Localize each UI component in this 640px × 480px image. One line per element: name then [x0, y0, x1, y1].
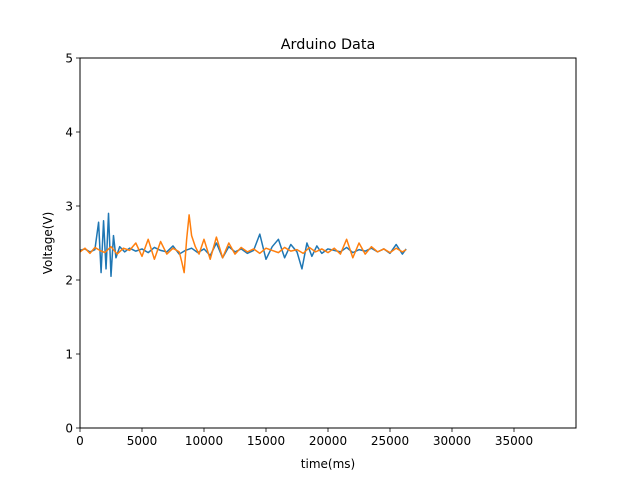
- x-axis-ticks: 0 5000 10000 15000 20000 25000 30000 35000: [76, 428, 533, 448]
- series-layer: [79, 212, 407, 278]
- x-tick-label: 30000: [433, 434, 471, 448]
- y-tick-label: 4: [65, 126, 73, 140]
- chart-title: Arduino Data: [281, 37, 376, 53]
- series-line-1: [79, 212, 407, 278]
- y-tick-label: 1: [65, 348, 73, 362]
- x-axis-label: time(ms): [301, 457, 355, 471]
- x-tick-label: 35000: [495, 434, 533, 448]
- x-tick-label: 5000: [127, 434, 158, 448]
- y-axis-ticks: 0 1 2 3 4 5: [65, 52, 80, 436]
- y-tick-label: 0: [65, 422, 73, 436]
- x-tick-label: 25000: [371, 434, 409, 448]
- x-tick-label: 20000: [309, 434, 347, 448]
- x-tick-label: 10000: [185, 434, 223, 448]
- y-axis-label: Voltage(V): [41, 212, 55, 275]
- x-tick-label: 0: [76, 434, 84, 448]
- x-tick-label: 15000: [247, 434, 285, 448]
- y-tick-label: 2: [65, 274, 73, 288]
- y-tick-label: 5: [65, 52, 73, 66]
- y-tick-label: 3: [65, 200, 73, 214]
- series-line-2: [79, 214, 407, 274]
